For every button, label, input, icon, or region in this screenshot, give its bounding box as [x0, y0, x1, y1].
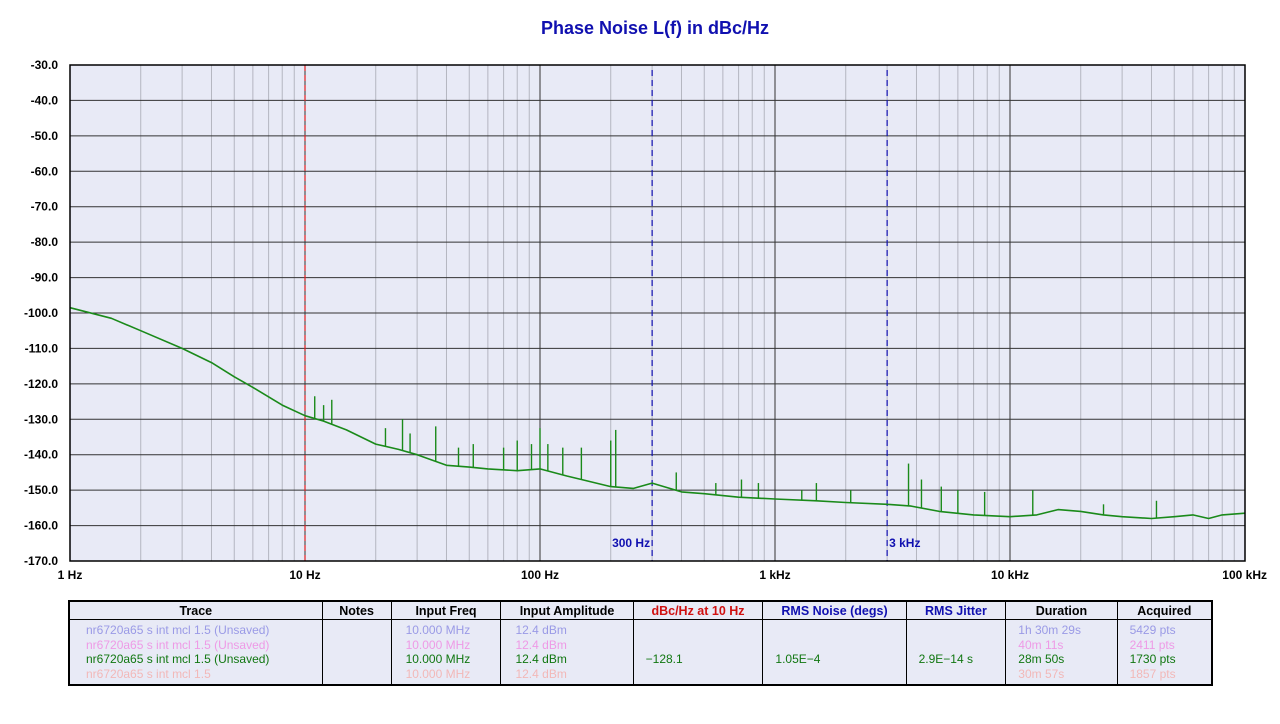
legend-cell: [634, 667, 763, 682]
legend-cell: 30m 57s: [1018, 666, 1065, 681]
y-tick-label: -150.0: [24, 483, 58, 497]
legend-cell: 1h 30m 29s: [1018, 623, 1081, 637]
legend-cell: [323, 623, 391, 638]
y-tick-label: -170.0: [24, 554, 58, 568]
y-tick-label: -130.0: [24, 412, 58, 426]
legend-header-notes: Notes: [322, 602, 392, 620]
legend-cell: [907, 623, 1006, 638]
legend-column-trace: nr6720a65 s int mcl 1.5 (Unsaved) nr6720a…: [70, 619, 323, 684]
x-tick-label: 10 kHz: [991, 568, 1029, 582]
legend-cell: 28m 50s: [1018, 652, 1065, 666]
legend-cell: 2411 pts: [1129, 637, 1175, 652]
legend-cell: 10.000 MHz: [405, 652, 471, 666]
legend-cell: 10.000 MHz: [405, 637, 471, 652]
legend-header-acquired: Acquired: [1117, 602, 1211, 620]
legend-column-duration: 1h 30m 29s 40m 11s 28m 50s 30m 57s: [1005, 619, 1118, 684]
legend-cell: [763, 667, 905, 682]
legend-header-trace: Trace: [70, 602, 323, 620]
plot-frame: [69, 64, 1246, 562]
legend-cell: [907, 667, 1006, 682]
legend-cell: [763, 638, 905, 653]
legend-cell: 1730 pts: [1129, 652, 1176, 666]
legend-header-duration: Duration: [1005, 602, 1118, 620]
legend-cell: nr6720a65 s int mcl 1.5 (Unsaved): [86, 623, 270, 637]
legend-cell: 1.05E−4: [775, 652, 821, 666]
legend-cell: nr6720a65 s int mcl 1.5: [86, 666, 211, 681]
phase-noise-plot: 300 Hz 3 kHz -30.0 -40.0 -50.0 -60.0 -70.0 -80…: [24, 58, 1267, 582]
legend-cell: 2.9E−14 s: [918, 652, 973, 666]
legend-cell: 12.4 dBm: [515, 637, 567, 652]
legend-header-amp: Input Amplitude: [500, 602, 634, 620]
chart-title: Phase Noise L(f) in dBc/Hz: [540, 18, 770, 38]
x-tick-label: 10 Hz: [289, 568, 320, 582]
legend-column-dbc: −128.1: [633, 619, 764, 684]
legend-header-jitter: RMS Jitter: [906, 602, 1007, 620]
x-tick-label: 100 kHz: [1222, 568, 1267, 582]
y-tick-label: -80.0: [31, 235, 59, 249]
legend-cell: [763, 623, 905, 638]
legend-cell: 5429 pts: [1129, 623, 1176, 637]
legend-header-row: Trace Notes Input Freq Input Amplitude dBc/H…: [70, 602, 1211, 620]
marker-label: 3 kHz: [889, 536, 920, 550]
legend-cell: [907, 638, 1006, 653]
x-tick-label: 100 Hz: [521, 568, 559, 582]
legend-cell: 10.000 MHz: [405, 623, 471, 637]
trace-legend-table: Trace Notes Input Freq Input Amplitude dBc/H…: [68, 600, 1213, 686]
legend-cell: −128.1: [645, 652, 683, 666]
y-tick-label: -50.0: [31, 129, 59, 143]
y-tick-label: -140.0: [24, 448, 58, 462]
legend-cell: [323, 652, 391, 667]
legend-cell: 12.4 dBm: [515, 652, 567, 666]
legend-header-rms-noise: RMS Noise (degs): [762, 602, 907, 620]
legend-column-amp: 12.4 dBm 12.4 dBm 12.4 dBm 12.4 dBm: [500, 619, 634, 684]
legend-cell: nr6720a65 s int mcl 1.5 (Unsaved): [86, 637, 270, 652]
legend-column-rms-noise: 1.05E−4: [762, 619, 907, 684]
legend-column-jitter: 2.9E−14 s: [906, 619, 1007, 684]
marker-label: 300 Hz: [612, 536, 650, 550]
legend-cell: [323, 638, 391, 653]
y-tick-label: -40.0: [31, 93, 59, 107]
legend-header-freq: Input Freq: [391, 602, 502, 620]
legend-column-freq: 10.000 MHz 10.000 MHz 10.000 MHz 10.000 MHz: [391, 619, 502, 684]
y-tick-label: -110.0: [25, 341, 59, 355]
x-tick-label: 1 kHz: [759, 568, 790, 582]
legend-cell: 12.4 dBm: [515, 623, 567, 637]
legend-column-notes: [322, 619, 392, 684]
legend-cell: [634, 623, 763, 638]
y-tick-label: -120.0: [24, 377, 58, 391]
legend-column-acquired: 5429 pts 2411 pts 1730 pts 1857 pts: [1117, 620, 1211, 685]
y-tick-label: -100.0: [24, 306, 58, 320]
y-tick-label: -30.0: [31, 58, 59, 72]
legend-cell: [634, 638, 763, 653]
y-tick-label: -60.0: [31, 164, 59, 178]
x-tick-label: 1 Hz: [58, 568, 83, 582]
legend-body-row: nr6720a65 s int mcl 1.5 (Unsaved) nr6720a…: [70, 619, 1211, 685]
legend-cell: 10.000 MHz: [405, 666, 471, 681]
series-line: [69, 306, 1246, 520]
legend-cell: [323, 667, 391, 682]
legend-header-dbc: dBc/Hz at 10 Hz: [633, 602, 764, 620]
legend-cell: 40m 11s: [1018, 637, 1064, 652]
y-tick-label: -160.0: [24, 519, 58, 533]
y-tick-label: -70.0: [31, 200, 59, 214]
y-tick-label: -90.0: [31, 271, 59, 285]
legend-cell: nr6720a65 s int mcl 1.5 (Unsaved): [86, 652, 270, 666]
legend-cell: 1857 pts: [1129, 666, 1176, 681]
legend-cell: 12.4 dBm: [515, 666, 567, 681]
